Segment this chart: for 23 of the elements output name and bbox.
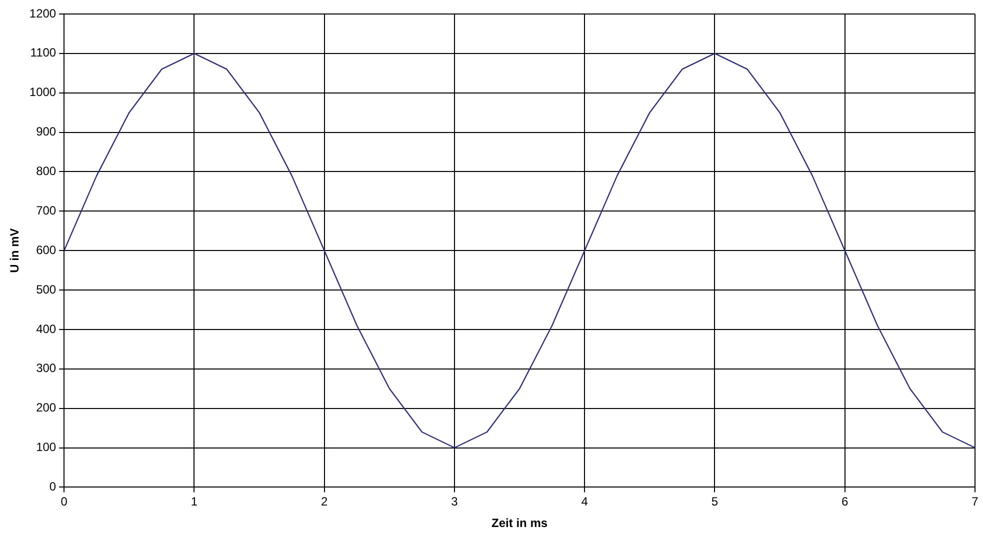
y-tick-label: 900 <box>36 124 56 139</box>
x-tick-label: 2 <box>321 494 328 509</box>
y-tick-label: 300 <box>36 361 56 376</box>
y-tick-label: 1100 <box>30 46 56 60</box>
y-tick-label: 600 <box>36 242 56 257</box>
y-tick-label: 500 <box>36 282 56 296</box>
y-tick-label: 400 <box>36 322 56 336</box>
y-tick-label: 100 <box>36 440 56 454</box>
x-tick-label: 5 <box>711 494 718 509</box>
y-tick-label: 0 <box>49 480 56 494</box>
y-tick-label: 200 <box>36 400 56 415</box>
x-tick-label: 6 <box>842 494 849 509</box>
y-axis-title: U in mV <box>8 228 22 273</box>
y-tick-label: 1200 <box>29 6 56 20</box>
y-tick-label: 1000 <box>29 85 56 100</box>
x-tick-label: 0 <box>60 494 68 509</box>
x-tick-label: 7 <box>972 494 979 509</box>
x-axis-title: Zeit in ms <box>492 516 548 530</box>
x-tick-label: 3 <box>451 494 458 509</box>
y-tick-label: 800 <box>36 164 56 178</box>
y-tick-label: 700 <box>36 203 56 218</box>
x-tick-label: 1 <box>190 494 198 509</box>
x-tick-label: 4 <box>581 494 588 509</box>
